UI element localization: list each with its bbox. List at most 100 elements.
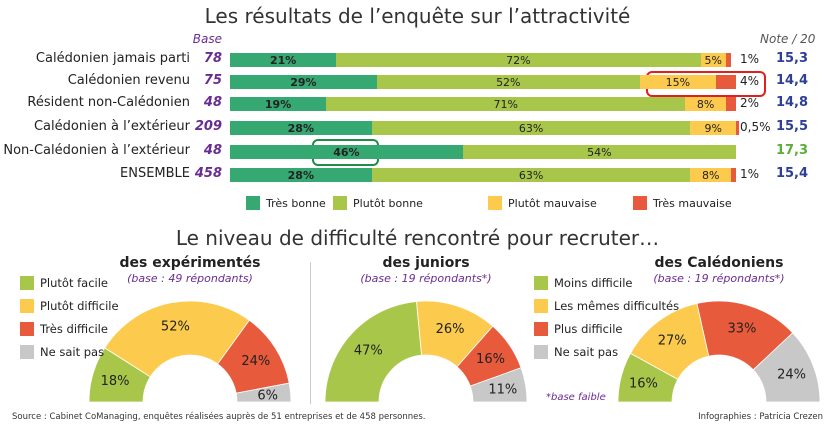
row-label: ENSEMBLE (120, 166, 190, 181)
donut-subtitle: (base : 49 répondants) (127, 272, 253, 285)
bar-segment-tr-s-bonne: 19% (230, 97, 327, 111)
row-base: 78 (203, 51, 222, 66)
legend-item: Ne sait pas (534, 345, 618, 359)
legend-item: Très mauvaise (633, 196, 732, 210)
donut-value-label: 11% (488, 383, 517, 398)
donut-value-label: 52% (161, 319, 190, 334)
row-base: 48 (203, 95, 222, 110)
legend-label: Plutôt difficile (40, 299, 119, 313)
legend-label: Plus difficile (554, 322, 623, 336)
bar-value-label: 52% (496, 75, 521, 89)
bar-segment-tr-s-mauvaise (730, 168, 736, 182)
legend-item: Plutôt mauvaise (488, 196, 597, 210)
bar-segment-tr-s-mauvaise (715, 75, 736, 89)
legend-label: Très mauvaise (653, 196, 732, 210)
donut-value-label: 24% (241, 354, 270, 369)
legend-item: Plutôt bonne (333, 196, 423, 210)
legend-item: Très bonne (246, 196, 326, 210)
donut-value-label: 26% (436, 322, 465, 337)
legend-item: Très difficile (20, 322, 108, 336)
row-note: 15,3 (775, 51, 809, 66)
row-note: 15,4 (775, 166, 809, 181)
donut-value-label: 16% (629, 377, 658, 392)
donut-slice (235, 382, 292, 403)
donut-title: des Calédoniens (654, 255, 784, 271)
donut-value-label: 16% (476, 352, 505, 367)
legend-swatch (20, 276, 34, 290)
bar-outside-label: 2% (740, 96, 760, 110)
bar-value-label: 5% (704, 53, 722, 67)
legend-swatch (20, 345, 34, 359)
bar-value-label: 54% (587, 145, 612, 159)
bar-value-label: 28% (287, 121, 314, 135)
donut-value-label: 6% (257, 389, 278, 404)
base-header: Base (192, 32, 222, 46)
credit-note: Infographies : Patricia Crezen (698, 412, 823, 422)
donut-title: des expérimentés (119, 255, 261, 271)
row-note: 14,8 (775, 95, 809, 110)
row-base: 48 (203, 143, 222, 158)
donut-title: des juniors (382, 255, 470, 271)
legend-item: Les mêmes difficultés (534, 299, 679, 313)
legend-label: Plutôt facile (40, 276, 109, 290)
legend-item: Moins difficile (534, 276, 633, 290)
bar-value-label: 63% (518, 168, 544, 182)
row-label: Calédonien à l’extérieur (33, 119, 190, 134)
legend-item: Plutôt difficile (20, 299, 119, 313)
bar-segment-plut-t-mauvaise: 15% (639, 75, 716, 89)
legend-label: Les mêmes difficultés (554, 299, 680, 313)
legend-item: Plus difficile (534, 322, 622, 336)
legend-label: Très bonne (266, 196, 326, 210)
bar-segment-tr-s-mauvaise (725, 53, 731, 67)
row-label: Calédonien jamais parti (35, 51, 190, 66)
bar-segment-tr-s-mauvaise (736, 121, 739, 135)
bar-segment-plut-t-mauvaise: 5% (700, 53, 726, 67)
donut-value-label: 33% (727, 321, 756, 336)
bar-value-label: 29% (290, 75, 317, 89)
donut-slice (752, 332, 821, 403)
donut-slice (104, 300, 250, 378)
row-label: Résident non-Calédonien (27, 95, 190, 110)
row-label: Calédonien revenu (67, 73, 190, 88)
bar-segment-plut-t-bonne: 63% (371, 121, 691, 135)
row-note: 14,4 (775, 73, 809, 88)
row-label: Non-Calédonien à l’extérieur (3, 143, 190, 158)
donut-subtitle: (base : 19 répondants*) (653, 272, 785, 285)
legend-swatch (246, 196, 260, 210)
row-note: 15,5 (775, 119, 809, 134)
bar-segment-tr-s-bonne: 28% (230, 168, 372, 182)
legend-label: Plutôt bonne (353, 196, 423, 210)
bar-value-label: 46% (333, 145, 360, 159)
legend-swatch (534, 345, 548, 359)
divider (310, 262, 311, 404)
bar-outside-label: 4% (740, 74, 760, 88)
legend-swatch (333, 196, 347, 210)
bar-segment-plut-t-bonne: 54% (462, 145, 736, 159)
legend-label: Très difficile (40, 322, 108, 336)
bar-segment-plut-t-mauvaise (690, 168, 731, 182)
bar-value-label: 8% (690, 168, 730, 182)
bar-segment-plut-t-mauvaise: 9% (690, 121, 736, 135)
bar-segment-tr-s-bonne: 29% (230, 75, 377, 89)
row-note: 17,3 (775, 143, 809, 158)
bar-segment-plut-t-bonne: 72% (336, 53, 701, 67)
bar-outside-label: 1% (740, 52, 760, 66)
bar-segment-plut-t-bonne: 71% (326, 97, 686, 111)
bar-value-label: 71% (493, 97, 518, 111)
legend-swatch (20, 299, 34, 313)
legend-label: Plutôt mauvaise (508, 196, 597, 210)
donut-slice (469, 367, 528, 403)
base-faible-note: *base faible (546, 392, 606, 403)
bar-segment-plut-t-bonne: 52% (376, 75, 640, 89)
row-base: 458 (194, 166, 222, 181)
bar-segment-tr-s-bonne: 21% (230, 53, 337, 67)
donut-slice (324, 301, 423, 403)
row-base: 75 (203, 73, 222, 88)
donut-value-label: 27% (658, 334, 687, 349)
bar-value-label: 15% (665, 75, 691, 89)
row-base: 209 (194, 119, 222, 134)
legend-swatch (534, 322, 548, 336)
legend-swatch (20, 322, 34, 336)
bar-value-label: 8% (696, 97, 715, 111)
